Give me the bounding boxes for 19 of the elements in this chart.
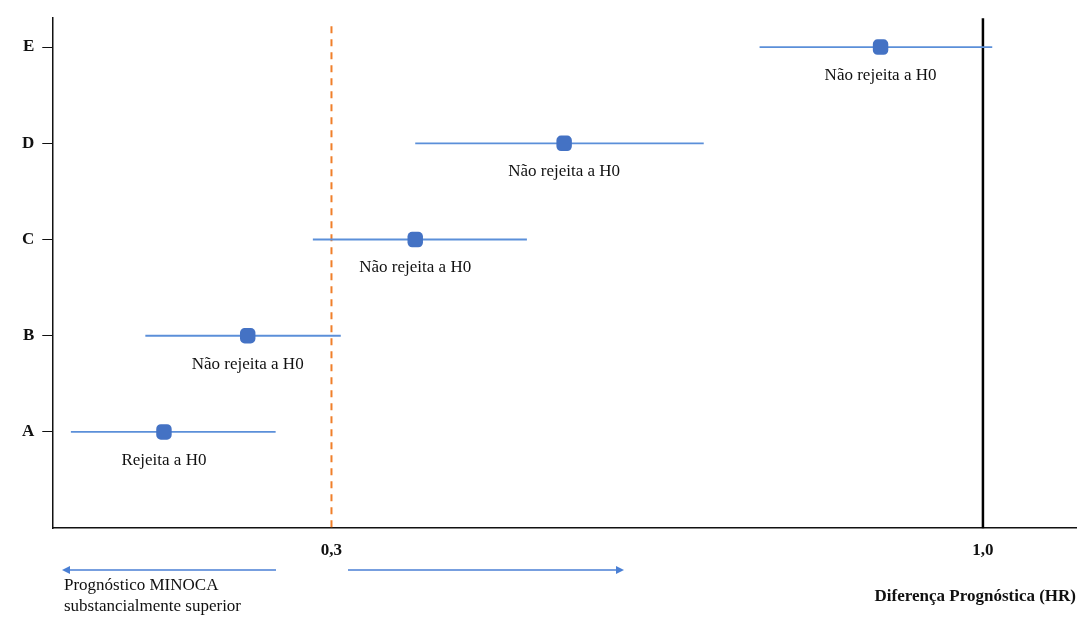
x-axis-title: Diferença Prognóstica (HR) (874, 586, 1076, 606)
x-tick-label: 0,3 (320, 539, 343, 559)
y-tick-label: D (22, 132, 35, 152)
annotation: Não rejeita a H0 (191, 353, 304, 373)
text: Prognóstico MINOCA substancialmente superior (64, 574, 243, 616)
annotation: Não rejeita a H0 (824, 65, 937, 85)
annotation: Rejeita a H0 (121, 449, 207, 469)
annotation: Não rejeita a H0 (508, 161, 621, 181)
point (556, 135, 572, 152)
point (407, 231, 423, 248)
y-tick-label: B (22, 325, 35, 345)
x-tick-label: 1,0 (972, 539, 994, 559)
point (239, 328, 256, 344)
annotation: Não rejeita a H0 (359, 257, 472, 277)
y-tick-label: E (22, 36, 35, 56)
point (872, 39, 889, 55)
y-tick-label: A (22, 421, 35, 441)
y-tick-label: C (22, 228, 35, 248)
point (156, 424, 172, 440)
